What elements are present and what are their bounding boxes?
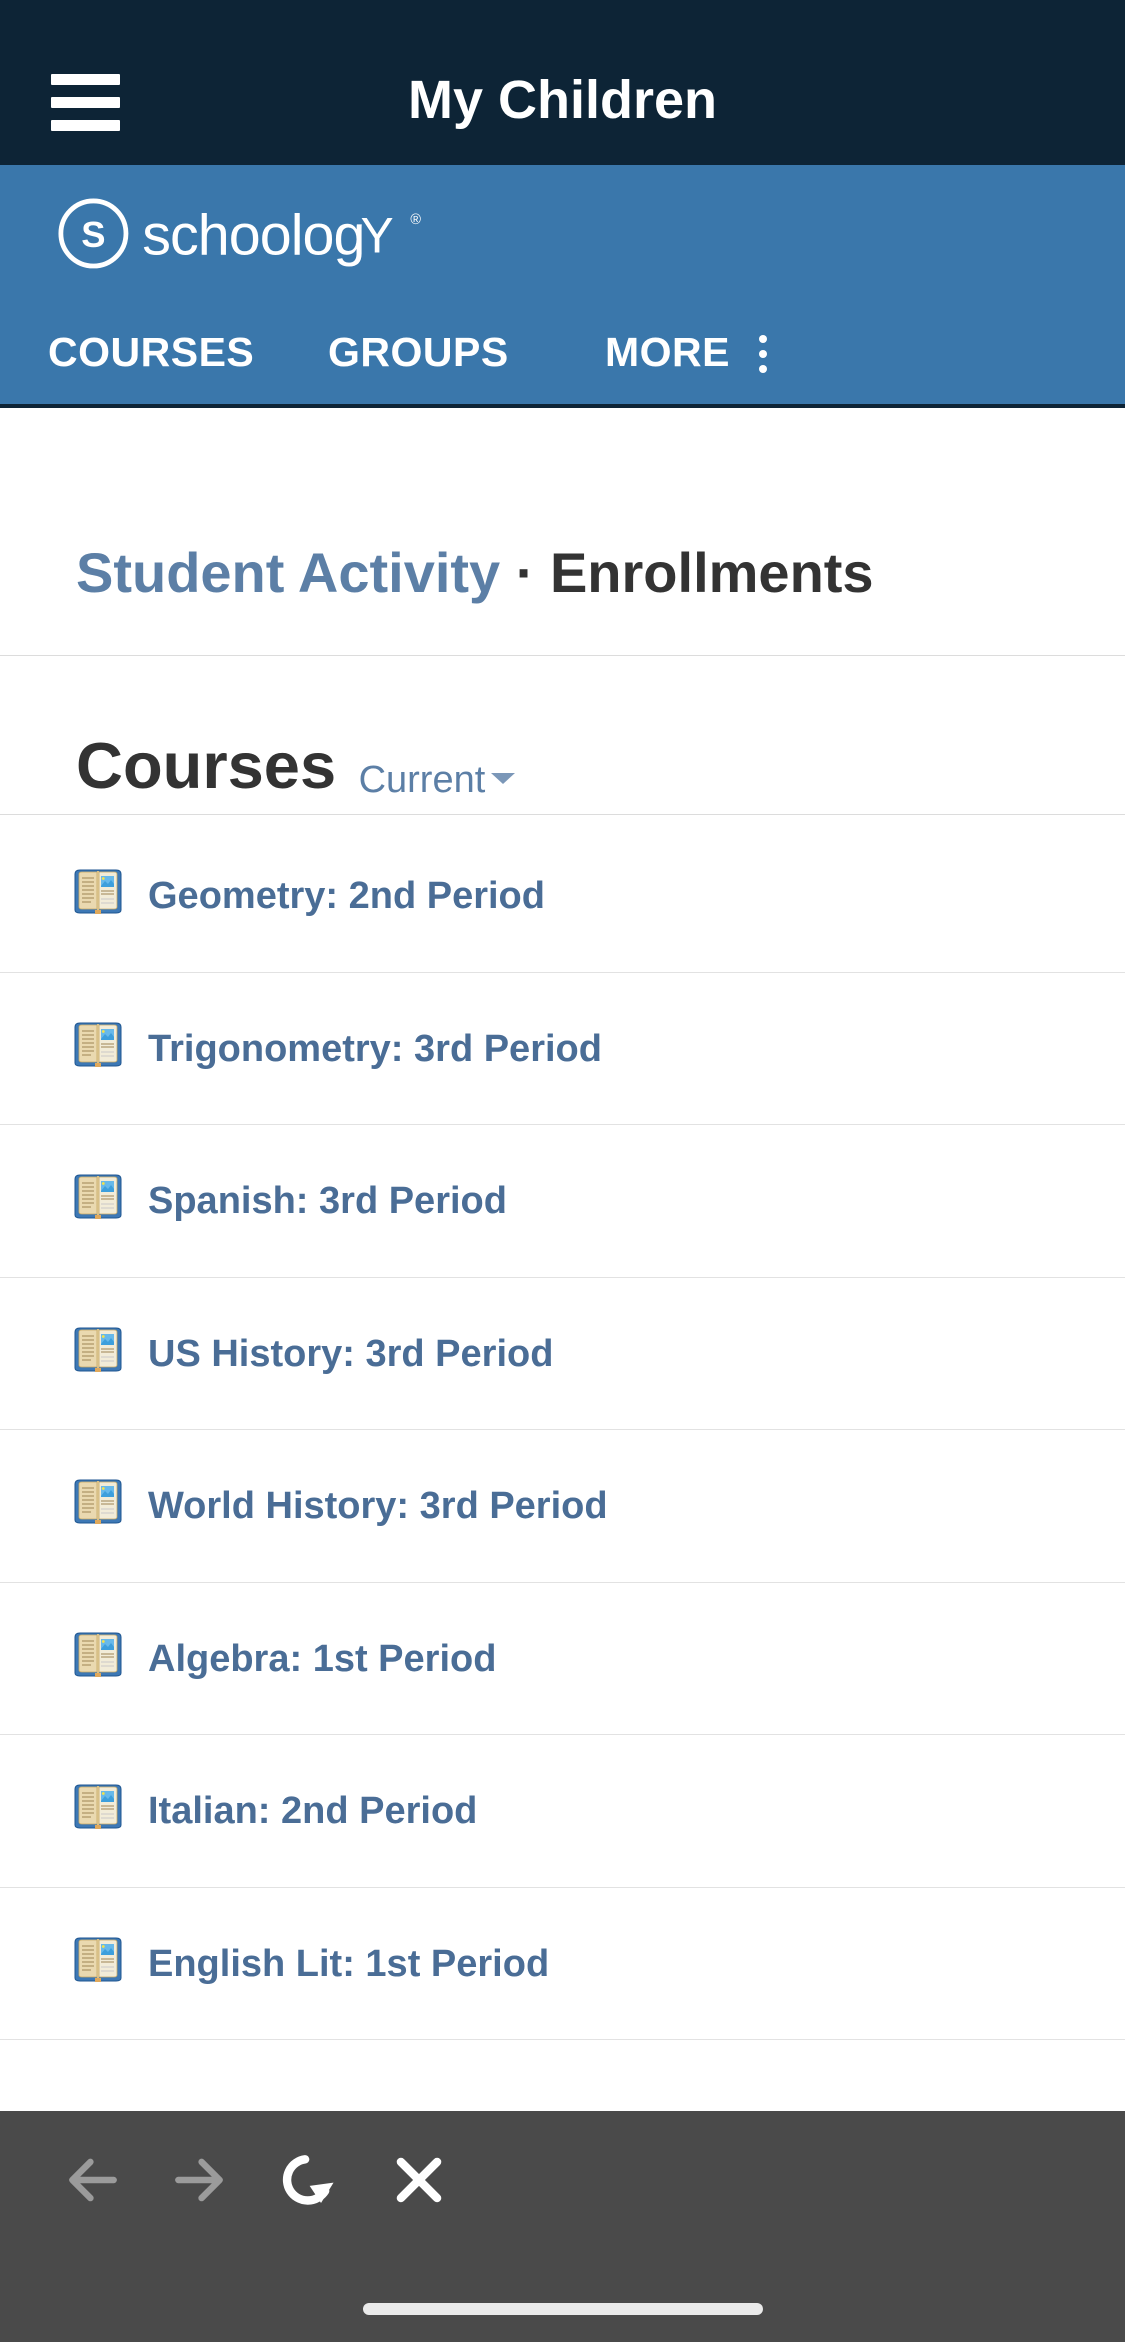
svg-text:S: S: [81, 214, 105, 255]
svg-text:schoolog: schoolog: [142, 204, 364, 268]
svg-text:®: ®: [410, 212, 421, 228]
svg-text:Y: Y: [361, 208, 394, 264]
